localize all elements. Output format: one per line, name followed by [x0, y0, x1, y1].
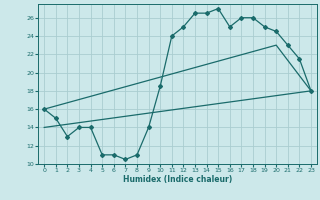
X-axis label: Humidex (Indice chaleur): Humidex (Indice chaleur) — [123, 175, 232, 184]
